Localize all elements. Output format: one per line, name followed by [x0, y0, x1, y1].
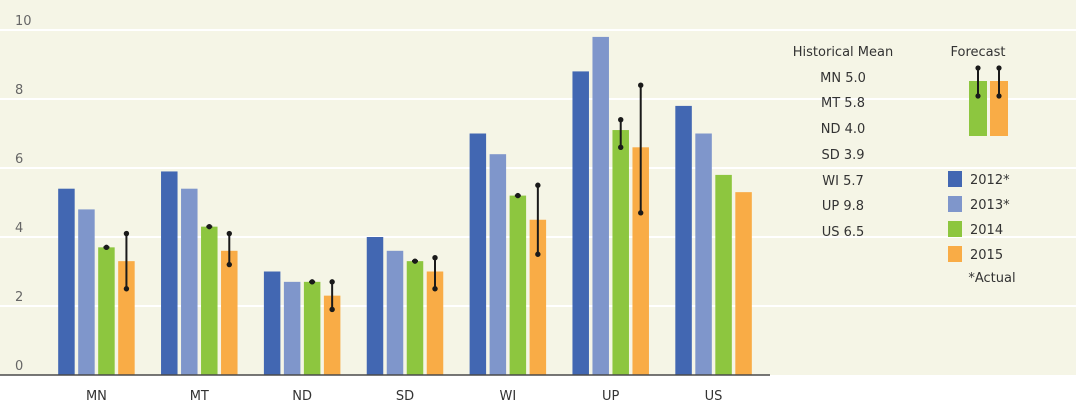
bar-sd-2014 — [406, 261, 424, 375]
historical-mean-entry: MT 5.8 — [821, 96, 865, 111]
y-tick-label: 6 — [15, 152, 23, 167]
legend-swatch-2013 — [948, 196, 962, 212]
bar-nd-2012 — [263, 271, 281, 375]
bar-up-2015 — [632, 147, 649, 375]
historical-mean-entry: WI 5.7 — [822, 174, 864, 189]
legend-item-2014: 2014 — [948, 221, 1003, 238]
historical-mean-entry: SD 3.9 — [821, 148, 864, 163]
forecast-whiskers — [103, 82, 644, 313]
bar-mn-2012 — [58, 188, 75, 375]
legend-item-2015: 2015 — [948, 246, 1003, 263]
bar-wi-2015 — [529, 219, 547, 375]
legend-swatch-2015 — [948, 246, 962, 262]
bar-sd-2013 — [386, 250, 404, 375]
y-tick-label: 8 — [15, 83, 23, 98]
historical-mean-entry: MN 5.0 — [820, 71, 866, 86]
historical-mean: Historical Mean MN 5.0 MT 5.8 ND 4.0 SD … — [793, 45, 893, 240]
bar-up-2013 — [592, 36, 609, 376]
legend-label-2014: 2014 — [970, 223, 1003, 238]
y-tick-label: 4 — [15, 221, 23, 236]
legend-item-2012: 2012* — [948, 171, 1010, 188]
bar-mt-2012 — [161, 171, 178, 375]
forecast-legend-label: Forecast — [950, 45, 1005, 60]
bar-mn-2014 — [98, 247, 115, 375]
legend-note-actual: *Actual — [968, 271, 1015, 286]
legend-label-2012: 2012* — [970, 173, 1010, 188]
legend-label-2013: 2013* — [970, 198, 1010, 213]
forecast-whisker-sample-2014 — [975, 65, 981, 99]
x-axis-ticks: MN MT ND SD WI UP US — [86, 389, 723, 404]
bar-mn-2015 — [118, 261, 135, 375]
whisker-up-2015 — [638, 82, 644, 216]
whisker-nd-2015 — [329, 279, 335, 313]
bar-up-2012 — [572, 71, 589, 376]
whisker-mn-2015 — [123, 230, 130, 292]
x-tick-label: SD — [396, 389, 414, 404]
bar-us-2013 — [695, 133, 712, 375]
forecast-swatch-2014 — [969, 81, 987, 136]
bar-mt-2013 — [181, 188, 198, 375]
y-axis-ticks: 0 2 4 6 8 10 — [15, 14, 32, 374]
series-legend: 2012* 2013* 2014 2015 *Actual — [948, 171, 1016, 286]
x-tick-label: MT — [190, 389, 209, 404]
bar-nd-2013 — [283, 281, 301, 375]
whisker-nd-2014 — [309, 279, 316, 285]
legend-swatch-2014 — [948, 221, 962, 237]
bar-wi-2014 — [509, 195, 527, 375]
historical-mean-title: Historical Mean — [793, 45, 893, 60]
whisker-sd-2015 — [432, 255, 438, 292]
bar-us-2015 — [735, 192, 752, 375]
bar-nd-2014 — [303, 281, 321, 375]
whisker-mt-2014 — [206, 223, 213, 230]
legend-label-2015: 2015 — [970, 248, 1003, 263]
whisker-sd-2014 — [412, 258, 418, 264]
x-tick-label: MN — [86, 389, 107, 404]
x-tick-label: US — [705, 389, 723, 404]
whisker-wi-2015 — [535, 182, 541, 257]
forecast-swatch-2015 — [990, 81, 1008, 136]
forecast-whisker-sample-2015 — [996, 65, 1002, 99]
whisker-wi-2014 — [514, 192, 521, 199]
bar-wi-2013 — [489, 154, 507, 375]
bar-mt-2015 — [221, 250, 238, 375]
bar-mn-2013 — [78, 209, 95, 375]
bar-mt-2014 — [201, 226, 218, 375]
legend-swatch-2012 — [948, 171, 962, 187]
whisker-mn-2014 — [103, 244, 110, 251]
bars — [58, 36, 752, 376]
forecast-legend: Forecast — [950, 45, 1008, 136]
bar-sd-2015 — [426, 271, 444, 375]
x-tick-label: UP — [602, 389, 620, 404]
bar-us-2012 — [675, 105, 692, 376]
y-tick-label: 0 — [15, 359, 23, 374]
historical-mean-entry: US 6.5 — [822, 225, 865, 240]
bar-nd-2015 — [323, 295, 341, 375]
whisker-mt-2015 — [226, 230, 232, 268]
legend-item-2013: 2013* — [948, 196, 1010, 213]
whisker-up-2014 — [618, 117, 624, 150]
x-tick-label: WI — [500, 389, 517, 404]
bar-sd-2012 — [366, 237, 384, 375]
y-tick-label: 2 — [15, 290, 23, 305]
bar-wi-2012 — [469, 133, 487, 375]
historical-mean-entry: ND 4.0 — [821, 122, 866, 137]
historical-mean-entry: UP 9.8 — [822, 199, 864, 214]
y-tick-label: 10 — [15, 14, 32, 29]
bar-us-2014 — [715, 174, 732, 375]
x-tick-label: ND — [292, 389, 312, 404]
bar-up-2014 — [612, 130, 629, 375]
